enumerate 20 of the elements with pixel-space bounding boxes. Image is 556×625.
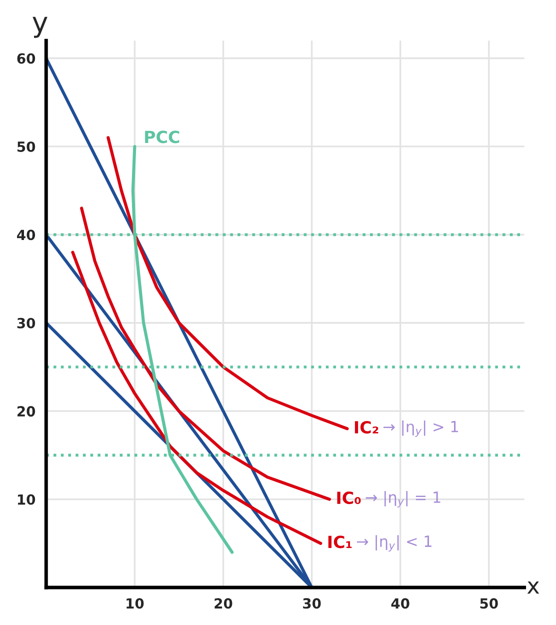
x-tick-label: 50 — [480, 598, 498, 609]
annotation: → |η$_{y}$| < 1 — [356, 535, 432, 552]
series-label: IC₁ — [328, 536, 352, 548]
series-label: IC₀ — [337, 492, 361, 504]
annotation: → |η$_{y}$| = 1 — [366, 491, 440, 508]
y-tick-label: 20 — [18, 406, 36, 417]
series-label: IC₂ — [354, 420, 378, 434]
y-tick-label: 60 — [17, 53, 36, 64]
y-tick-label: 10 — [18, 494, 36, 505]
x-tick-label: 30 — [303, 598, 321, 609]
y-axis-title: y — [32, 16, 48, 38]
x-tick-label: 10 — [126, 598, 144, 609]
x-tick-label: 20 — [214, 598, 232, 609]
x-axis-title: x — [527, 581, 540, 594]
y-tick-label: 30 — [17, 318, 36, 328]
annotation: → |η$_{y}$| > 1 — [384, 420, 458, 437]
x-tick-label: 40 — [391, 598, 410, 609]
y-tick-label: 50 — [17, 141, 36, 152]
series-label: PCC — [145, 130, 180, 144]
y-tick-label: 40 — [17, 230, 36, 240]
